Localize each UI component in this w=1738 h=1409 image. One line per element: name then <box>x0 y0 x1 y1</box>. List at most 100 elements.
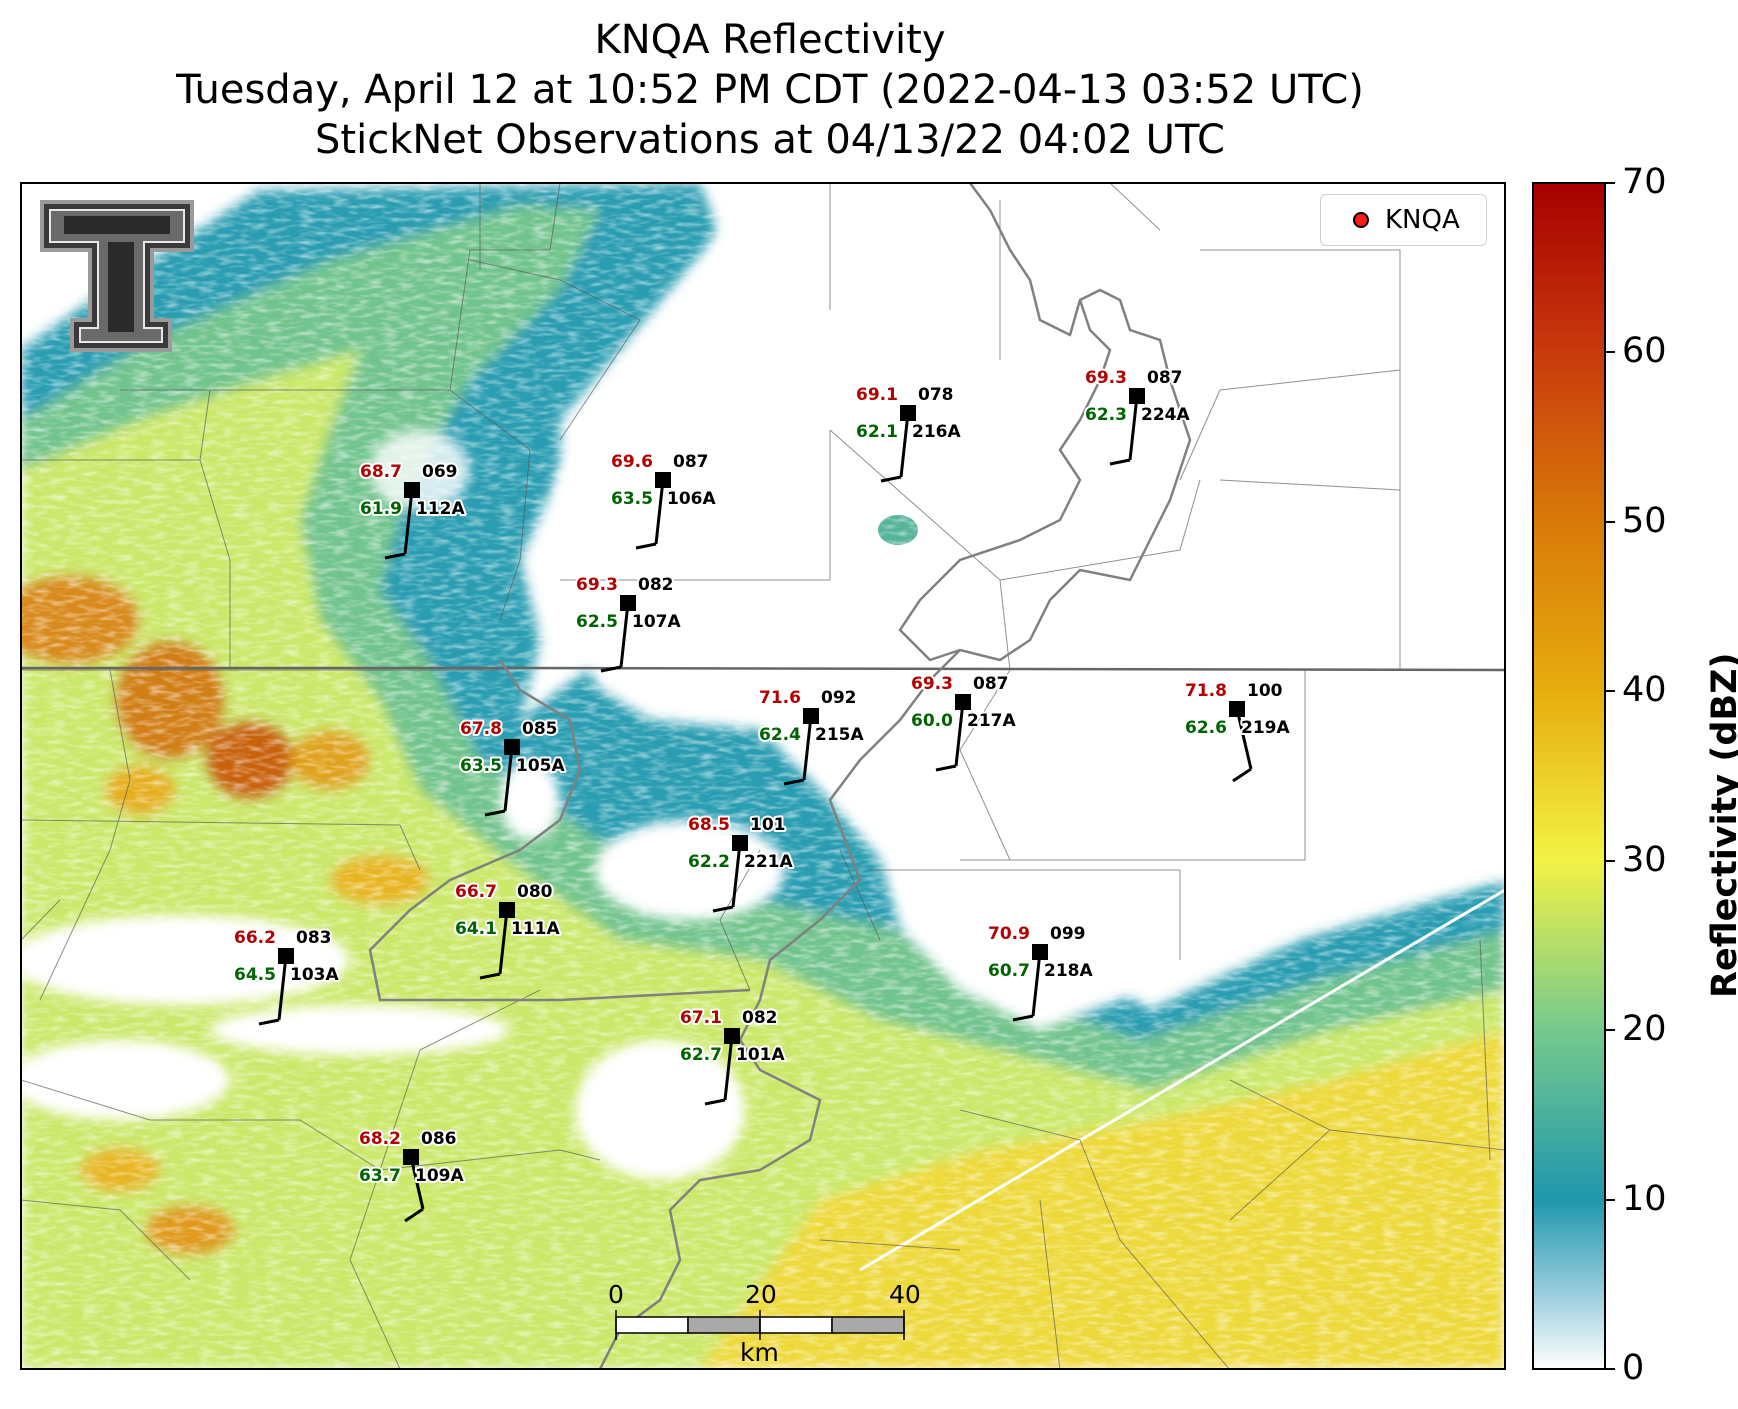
station-pressure: 083 <box>296 928 332 948</box>
station-id: 224A <box>1141 405 1190 425</box>
station-pressure: 099 <box>1050 924 1086 944</box>
station-dewpoint: 62.4 <box>759 725 801 745</box>
station-id: 218A <box>1044 961 1093 981</box>
map-frame <box>20 182 1506 1370</box>
scale-tick-40: 40 <box>889 1280 921 1309</box>
colorbar-tick-mark <box>1605 1029 1615 1032</box>
wind-barb-flag <box>1109 458 1131 466</box>
station-dewpoint: 62.3 <box>1085 405 1127 425</box>
colorbar-tick-label: 20 <box>1622 1009 1667 1050</box>
station-temperature: 68.2 <box>359 1129 401 1149</box>
station-id: 112A <box>416 499 465 519</box>
wind-barb-shaft <box>654 479 665 545</box>
station-dewpoint: 63.5 <box>460 756 502 776</box>
station-dewpoint: 61.9 <box>360 499 402 519</box>
station-dewpoint: 64.1 <box>455 919 497 939</box>
colorbar-tick-mark <box>1605 351 1615 354</box>
wind-barb-flag <box>712 905 734 913</box>
station-temperature: 71.6 <box>759 688 801 708</box>
wind-barb-shaft <box>1235 708 1253 770</box>
station-plot: 68.2 086 63.7 109A <box>357 1127 466 1223</box>
station-dewpoint: 64.5 <box>234 965 276 985</box>
title-line-2: Tuesday, April 12 at 10:52 PM CDT (2022-… <box>176 67 1364 113</box>
station-plot: 69.1 078 62.1 216A <box>854 383 963 483</box>
station-plot: 69.6 087 63.5 106A <box>609 450 718 550</box>
station-dewpoint: 62.6 <box>1185 718 1227 738</box>
station-temperature: 66.7 <box>455 882 497 902</box>
station-id: 101A <box>736 1045 785 1065</box>
station-marker-icon <box>1229 701 1245 717</box>
station-pressure: 087 <box>973 674 1009 694</box>
station-marker-icon <box>499 902 515 918</box>
wind-barb-flag <box>258 1018 280 1026</box>
wind-barb-flag <box>600 665 622 673</box>
station-pressure: 082 <box>742 1008 778 1028</box>
scale-tick-20: 20 <box>745 1280 777 1309</box>
station-id: 217A <box>967 711 1016 731</box>
wind-barb-flag <box>935 764 957 772</box>
station-marker-icon <box>803 708 819 724</box>
wind-barb-flag <box>484 809 506 817</box>
station-id: 219A <box>1241 718 1290 738</box>
wind-barb-shaft <box>723 1035 734 1101</box>
station-id: 105A <box>516 756 565 776</box>
title-line-1: KNQA Reflectivity <box>594 17 946 63</box>
station-dewpoint: 62.5 <box>576 612 618 632</box>
station-temperature: 68.5 <box>688 815 730 835</box>
station-marker-icon <box>404 482 420 498</box>
station-pressure: 085 <box>522 719 558 739</box>
station-marker-icon <box>732 835 748 851</box>
station-pressure: 100 <box>1247 681 1283 701</box>
wind-barb-shaft <box>954 701 965 767</box>
wind-barb-shaft <box>1031 951 1042 1017</box>
station-plot: 69.3 082 62.5 107A <box>574 573 683 673</box>
station-pressure: 080 <box>517 882 553 902</box>
station-marker-icon <box>955 694 971 710</box>
wind-barb-flag <box>1012 1014 1034 1022</box>
legend: KNQA <box>1320 194 1487 246</box>
wind-barb-shaft <box>409 1156 425 1210</box>
colorbar-tick-mark <box>1605 1198 1615 1201</box>
colorbar-tick-mark <box>1605 182 1615 184</box>
station-plot: 67.1 082 62.7 101A <box>678 1006 787 1106</box>
station-marker-icon <box>504 739 520 755</box>
station-id: 109A <box>415 1166 464 1186</box>
state-boundary <box>21 666 1505 672</box>
station-pressure: 087 <box>1147 368 1183 388</box>
wind-barb-flag <box>384 552 406 560</box>
station-temperature: 68.7 <box>360 462 402 482</box>
scale-bar <box>615 1310 905 1340</box>
station-dewpoint: 63.5 <box>611 489 653 509</box>
colorbar-label: Reflectivity (dBZ) <box>1705 652 1738 999</box>
station-marker-icon <box>278 948 294 964</box>
station-marker-icon <box>724 1028 740 1044</box>
station-pressure: 092 <box>821 688 857 708</box>
station-marker-icon <box>620 595 636 611</box>
station-temperature: 67.8 <box>460 719 502 739</box>
colorbar-tick-label: 0 <box>1622 1348 1645 1388</box>
station-plot: 70.9 099 60.7 218A <box>986 922 1095 1022</box>
county-boundaries <box>21 183 1505 1369</box>
station-marker-icon <box>900 405 916 421</box>
colorbar <box>1532 182 1606 1370</box>
station-temperature: 66.2 <box>234 928 276 948</box>
wind-barb-shaft <box>498 909 509 975</box>
station-plot: 68.7 069 61.9 112A <box>358 460 467 560</box>
wind-barb-flag <box>1232 767 1252 783</box>
station-dewpoint: 60.7 <box>988 961 1030 981</box>
station-plot: 66.2 083 64.5 103A <box>232 926 341 1026</box>
river-north <box>898 299 1112 662</box>
station-id: 215A <box>815 725 864 745</box>
station-id: 221A <box>744 852 793 872</box>
sticknet-stations: 68.7 069 61.9 112A 69.6 087 63.5 106A 69.1 078 62.… <box>232 366 1292 1223</box>
wind-barb-shaft <box>277 955 288 1021</box>
station-temperature: 69.6 <box>611 452 653 472</box>
colorbar-tick-mark <box>1605 520 1615 523</box>
colorbar-tick-mark <box>1605 859 1615 862</box>
wind-barb-shaft <box>619 602 630 668</box>
station-pressure: 086 <box>421 1129 457 1149</box>
station-temperature: 69.3 <box>911 674 953 694</box>
station-plot: 66.7 080 64.1 111A <box>453 880 562 980</box>
station-dewpoint: 62.7 <box>680 1045 722 1065</box>
